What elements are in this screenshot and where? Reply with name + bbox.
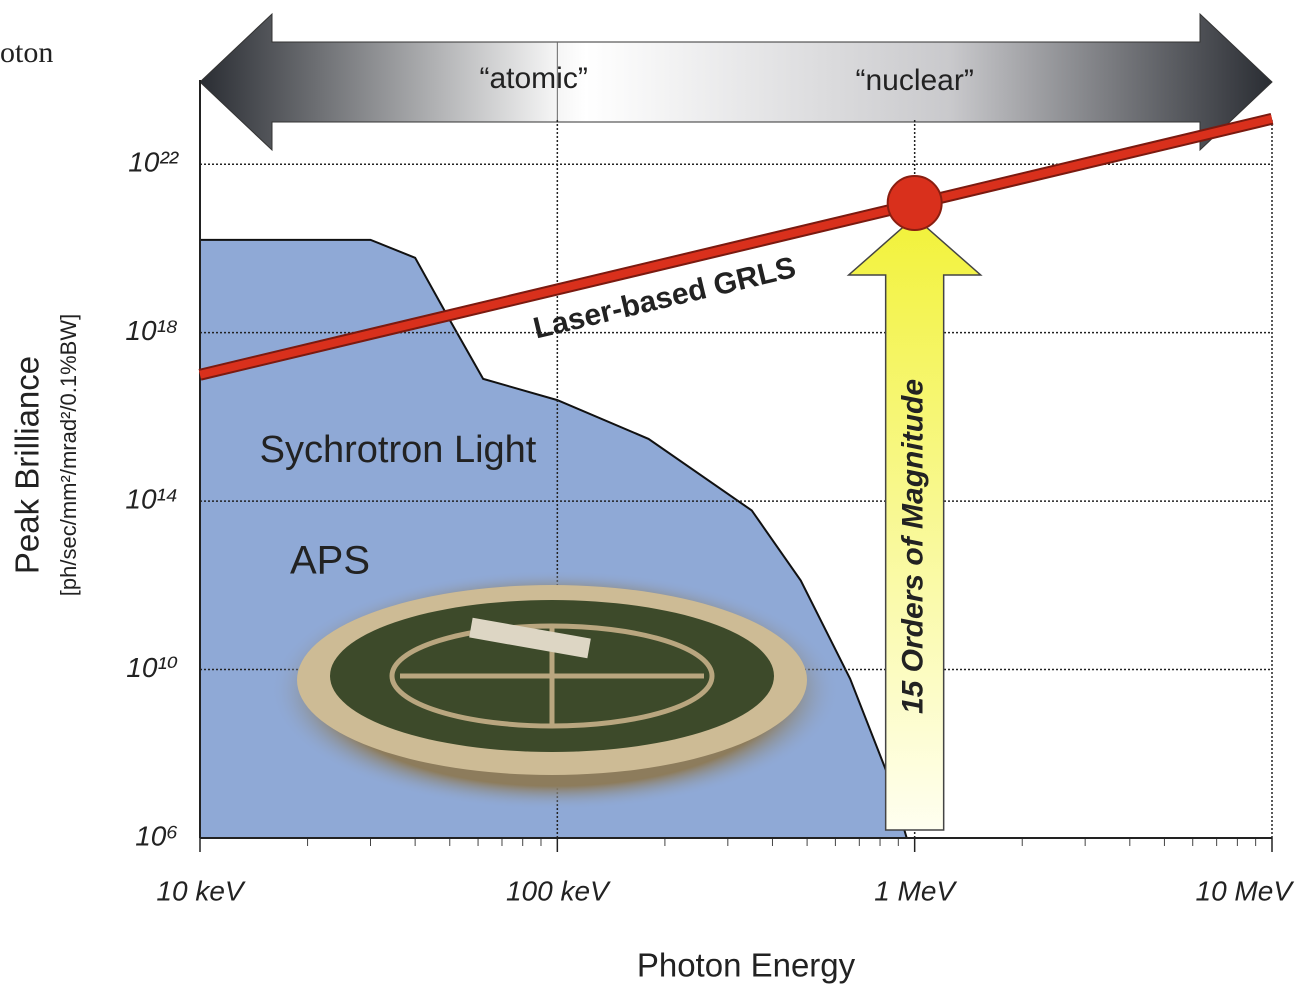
- corner-text: oton: [0, 36, 53, 69]
- y-tick-label: 10¹⁴: [125, 484, 178, 515]
- area: [200, 238, 908, 839]
- line: [199, 114, 1273, 379]
- x-tick-label: 100 keV: [506, 875, 611, 906]
- marker: [886, 174, 943, 231]
- y-tick-label: 10¹⁰: [126, 652, 178, 683]
- range-arrow: [846, 216, 983, 831]
- grid-layer: 10⁶ 10¹⁰ 10¹⁴ 10¹⁸ 10²² 10 keV 100 keV 1 MeV 10 …: [125, 80, 1294, 906]
- x-tick-label: 10 keV: [156, 875, 245, 906]
- double-arrow: [199, 12, 1273, 152]
- facility-label: APS: [290, 539, 370, 583]
- y-tick-label: 10⁶: [135, 820, 178, 851]
- building: [469, 617, 591, 659]
- region-arrow: “atomic” “nuclear”: [199, 12, 1273, 152]
- area-label: Sychrotron Light: [260, 429, 537, 471]
- region-label: “atomic”: [479, 62, 587, 95]
- y-axis-units: [ph/sec/mm²/mrad²/0.1%BW]: [56, 314, 81, 596]
- x-axis-title: Photon Energy: [637, 947, 856, 984]
- region-label: “nuclear”: [855, 64, 973, 97]
- y-tick-label: 10²²: [128, 147, 179, 178]
- aps-photo: [270, 570, 840, 810]
- y-axis-title: Peak Brilliance: [9, 356, 46, 574]
- range-label: 15 Orders of Magnitude: [897, 379, 930, 714]
- y-tick-label: 10¹⁸: [125, 315, 178, 346]
- x-tick-label: 1 MeV: [874, 875, 957, 906]
- x-tick-label: 10 MeV: [1196, 875, 1295, 906]
